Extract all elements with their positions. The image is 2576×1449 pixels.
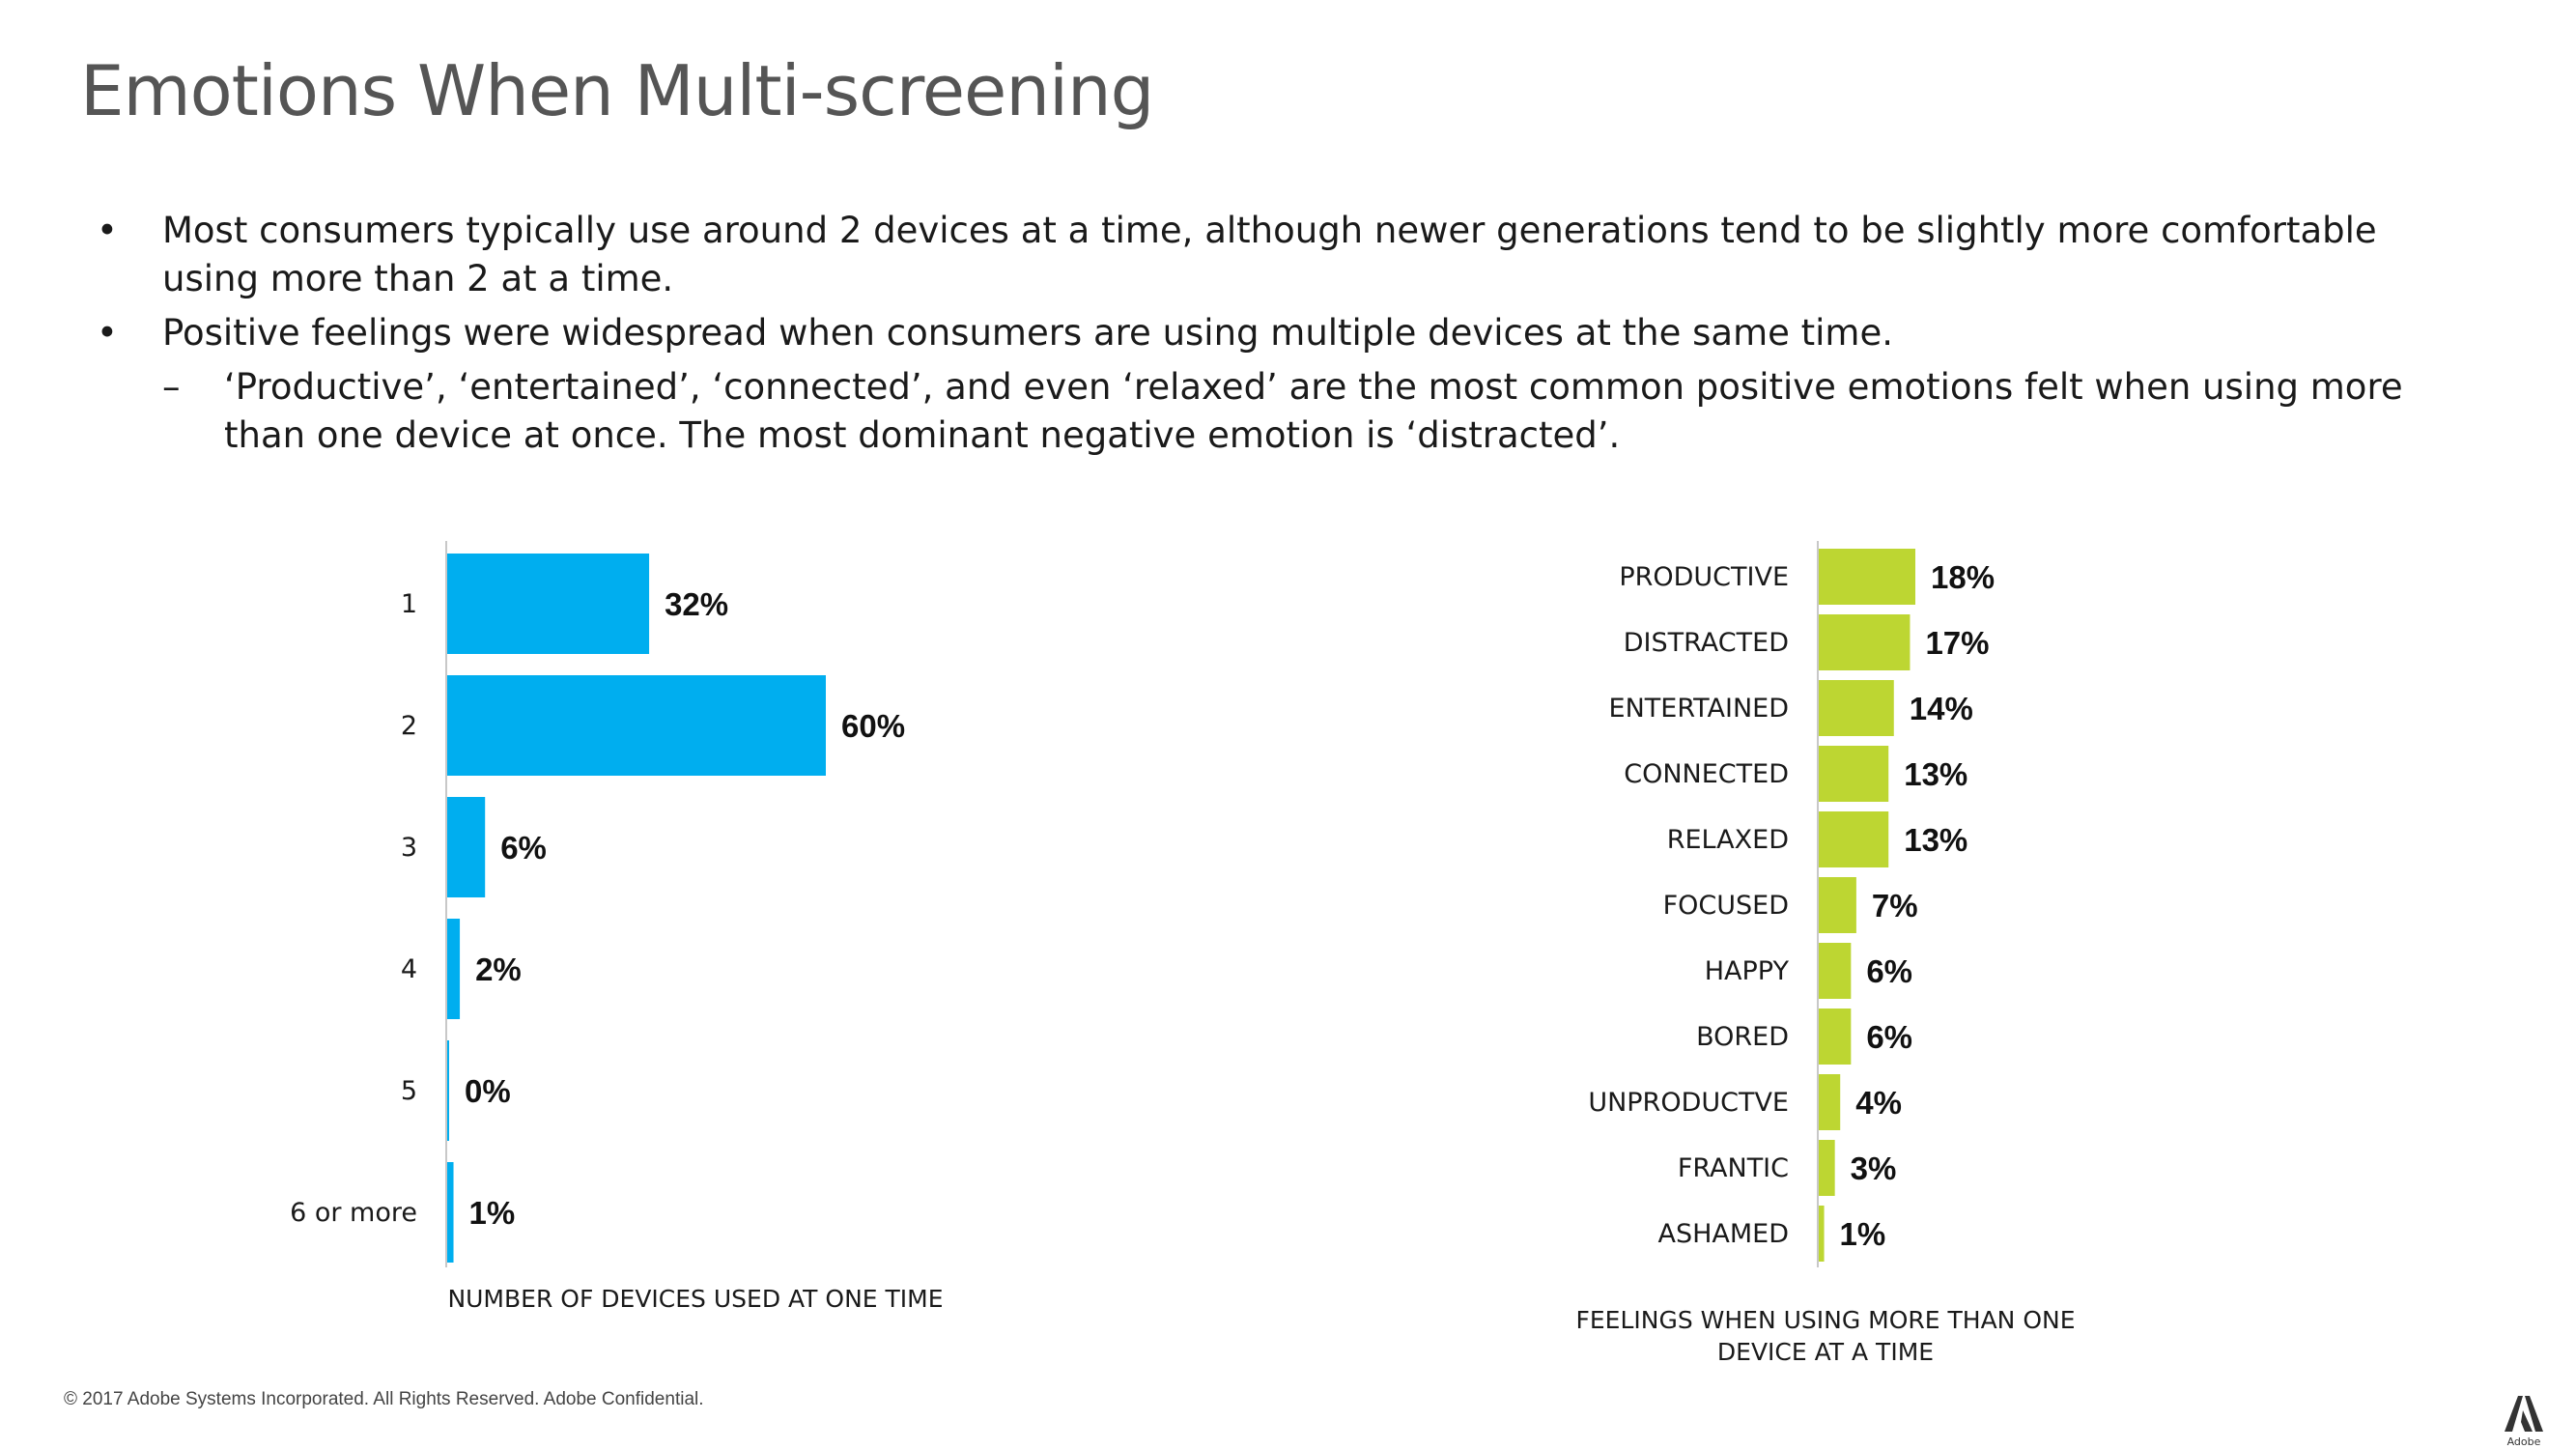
value-label: 6% <box>1866 953 1912 989</box>
bar-productive <box>1819 549 1915 605</box>
feelings-axis-title-line: DEVICE AT A TIME <box>1716 1338 1935 1366</box>
sub-bullet-emotions: – ‘Productive’, ‘entertained’, ‘connecte… <box>97 363 2434 460</box>
feelings-axis-title-line: FEELINGS WHEN USING MORE THAN ONE <box>1575 1306 2076 1334</box>
category-label: 6 or more <box>290 1198 417 1228</box>
bullet-mark: • <box>97 312 118 354</box>
bar-5 <box>447 1040 449 1141</box>
bullet-text: Most consumers typically use around 2 de… <box>162 210 2377 299</box>
value-label: 14% <box>1910 691 1973 726</box>
value-label: 18% <box>1931 559 1995 595</box>
bar-relaxed <box>1819 811 1889 867</box>
category-label: PRODUCTIVE <box>1619 562 1789 592</box>
value-label: 6% <box>1866 1019 1912 1055</box>
category-label: 4 <box>401 954 417 984</box>
devices-axis-title: NUMBER OF DEVICES USED AT ONE TIME <box>447 1285 944 1313</box>
value-label: 1% <box>1840 1216 1886 1252</box>
logo-wordmark: Adobe <box>2507 1435 2541 1448</box>
bar-focused <box>1819 877 1856 933</box>
category-label: 2 <box>401 711 417 741</box>
bar-3 <box>447 797 486 897</box>
category-label: DISTRACTED <box>1624 628 1789 658</box>
category-label: ENTERTAINED <box>1609 694 1789 724</box>
bar-unproductve <box>1819 1074 1841 1130</box>
bar-entertained <box>1819 680 1894 736</box>
adobe-logo-icon: Adobe <box>2502 1393 2546 1449</box>
category-label: FOCUSED <box>1663 891 1789 921</box>
category-label: 5 <box>401 1076 417 1106</box>
copyright-footer: © 2017 Adobe Systems Incorporated. All R… <box>64 1389 704 1409</box>
value-label: 7% <box>1872 888 1918 923</box>
bar-2 <box>447 675 826 776</box>
category-label: HAPPY <box>1705 956 1790 986</box>
bar-6-or-more <box>447 1162 454 1263</box>
bar-happy <box>1819 943 1852 999</box>
bullet-mark: • <box>97 210 118 251</box>
value-label: 3% <box>1851 1151 1897 1186</box>
value-label: 1% <box>469 1195 516 1231</box>
category-label: FRANTIC <box>1678 1153 1789 1183</box>
feelings-axis-title: FEELINGS WHEN USING MORE THAN ONE DEVICE… <box>1516 1304 2135 1368</box>
bar-ashamed <box>1819 1206 1825 1262</box>
bar-frantic <box>1819 1140 1835 1196</box>
bar-bored <box>1819 1009 1852 1065</box>
value-label: 13% <box>1904 822 1967 858</box>
category-label: RELAXED <box>1667 825 1789 855</box>
category-label: BORED <box>1696 1022 1789 1052</box>
slide-title: Emotions When Multi-screening <box>80 50 1154 131</box>
value-label: 4% <box>1855 1085 1902 1121</box>
bar-1 <box>447 554 650 654</box>
bar-4 <box>447 919 461 1019</box>
bullet-devices: • Most consumers typically use around 2 … <box>97 207 2434 303</box>
bullet-text: Positive feelings were widespread when c… <box>162 312 1893 354</box>
value-label: 2% <box>475 952 522 987</box>
value-label: 17% <box>1925 625 1989 661</box>
value-label: 32% <box>665 586 728 622</box>
category-label: 1 <box>401 589 417 619</box>
category-label: CONNECTED <box>1624 759 1789 789</box>
value-label: 60% <box>841 708 905 744</box>
sub-bullet-text: ‘Productive’, ‘entertained’, ‘connected’… <box>224 366 2403 456</box>
sub-bullet-mark: – <box>162 366 181 408</box>
bullet-list: • Most consumers typically use around 2 … <box>97 207 2434 460</box>
bar-connected <box>1819 746 1889 802</box>
value-label: 13% <box>1904 756 1967 792</box>
devices-bar-chart: 1 32% 2 60% 3 6% 4 2% 5 0% 6 or more 1% <box>290 541 905 1267</box>
value-label: 0% <box>465 1073 511 1109</box>
category-label: 3 <box>401 833 417 863</box>
value-label: 6% <box>500 830 547 866</box>
category-label: UNPRODUCTVE <box>1588 1088 1789 1118</box>
bar-distracted <box>1819 614 1911 670</box>
category-label: ASHAMED <box>1657 1219 1789 1249</box>
bullet-feelings: • Positive feelings were widespread when… <box>97 309 2434 357</box>
feelings-bar-chart: PRODUCTIVE 18% DISTRACTED 17% ENTERTAINED 14%… <box>1588 541 1995 1267</box>
